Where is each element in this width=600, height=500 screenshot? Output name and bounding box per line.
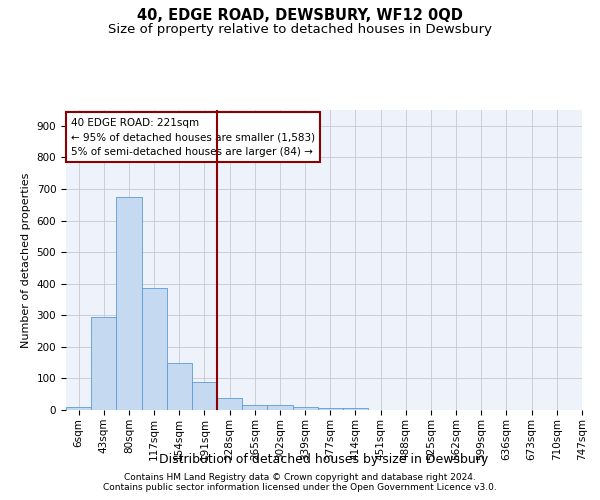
Bar	[192, 382, 217, 410]
Bar	[318, 408, 343, 410]
Text: Contains HM Land Registry data © Crown copyright and database right 2024.: Contains HM Land Registry data © Crown c…	[124, 474, 476, 482]
Bar	[91, 317, 116, 410]
Bar	[167, 362, 192, 410]
Bar	[116, 197, 142, 410]
Text: Contains public sector information licensed under the Open Government Licence v3: Contains public sector information licen…	[103, 484, 497, 492]
Bar	[66, 407, 91, 410]
Text: 40 EDGE ROAD: 221sqm
← 95% of detached houses are smaller (1,583)
5% of semi-det: 40 EDGE ROAD: 221sqm ← 95% of detached h…	[71, 118, 315, 157]
Text: Size of property relative to detached houses in Dewsbury: Size of property relative to detached ho…	[108, 22, 492, 36]
Bar	[242, 406, 268, 410]
Y-axis label: Number of detached properties: Number of detached properties	[21, 172, 31, 348]
Bar	[142, 288, 167, 410]
Bar	[217, 398, 242, 410]
Bar	[293, 407, 318, 410]
Text: Distribution of detached houses by size in Dewsbury: Distribution of detached houses by size …	[160, 452, 488, 466]
Bar	[268, 406, 293, 410]
Bar	[343, 408, 368, 410]
Text: 40, EDGE ROAD, DEWSBURY, WF12 0QD: 40, EDGE ROAD, DEWSBURY, WF12 0QD	[137, 8, 463, 22]
